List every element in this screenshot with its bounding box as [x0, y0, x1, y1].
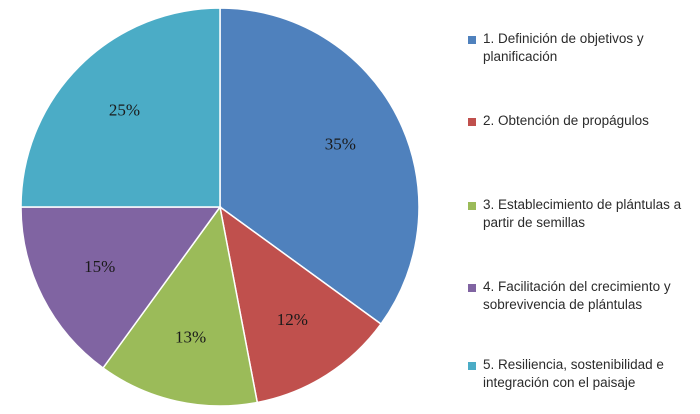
- pie-value-label-3: 13%: [175, 328, 206, 347]
- legend-swatch-1: [468, 36, 476, 44]
- pie-slice-1: [219, 7, 420, 326]
- pie-value-label-2: 12%: [277, 310, 308, 329]
- pie-value-label-1: 35%: [325, 135, 356, 154]
- pie-slice-3: [101, 205, 259, 407]
- pie-slice-4: [20, 206, 222, 370]
- pie-slices: [20, 7, 420, 407]
- pie-value-label-5: 25%: [109, 100, 140, 119]
- pie-slice-5: [20, 7, 221, 208]
- legend-item-2: 2. Obtención de propágulos: [468, 112, 696, 130]
- pie-value-label-4: 15%: [84, 257, 115, 276]
- pie-slice-2: [218, 205, 383, 404]
- legend-item-1: 1. Definición de objetivos y planificaci…: [468, 30, 696, 66]
- legend-label-2: 2. Obtención de propágulos: [483, 113, 649, 128]
- legend-swatch-5: [468, 362, 476, 370]
- legend-label-3: 3. Establecimiento de plántulas a partir…: [483, 197, 682, 230]
- legend-item-3: 3. Establecimiento de plántulas a partir…: [468, 196, 696, 232]
- legend-label-5: 5. Resiliencia, sostenibilidad e integra…: [483, 357, 664, 390]
- legend-label-1: 1. Definición de objetivos y planificaci…: [483, 31, 644, 64]
- legend-swatch-4: [468, 284, 476, 292]
- legend-item-4: 4. Facilitación del crecimiento y sobrev…: [468, 278, 696, 314]
- legend-swatch-3: [468, 202, 476, 210]
- legend-item-5: 5. Resiliencia, sostenibilidad e integra…: [468, 356, 696, 392]
- pie-value-labels: 35% 12% 13% 15% 25%: [84, 100, 356, 346]
- legend-label-4: 4. Facilitación del crecimiento y sobrev…: [483, 279, 671, 312]
- pie-plot: 35% 12% 13% 15% 25%: [20, 7, 420, 407]
- legend-swatch-2: [468, 118, 476, 126]
- legend: 1. Definición de objetivos y planificaci…: [468, 0, 700, 414]
